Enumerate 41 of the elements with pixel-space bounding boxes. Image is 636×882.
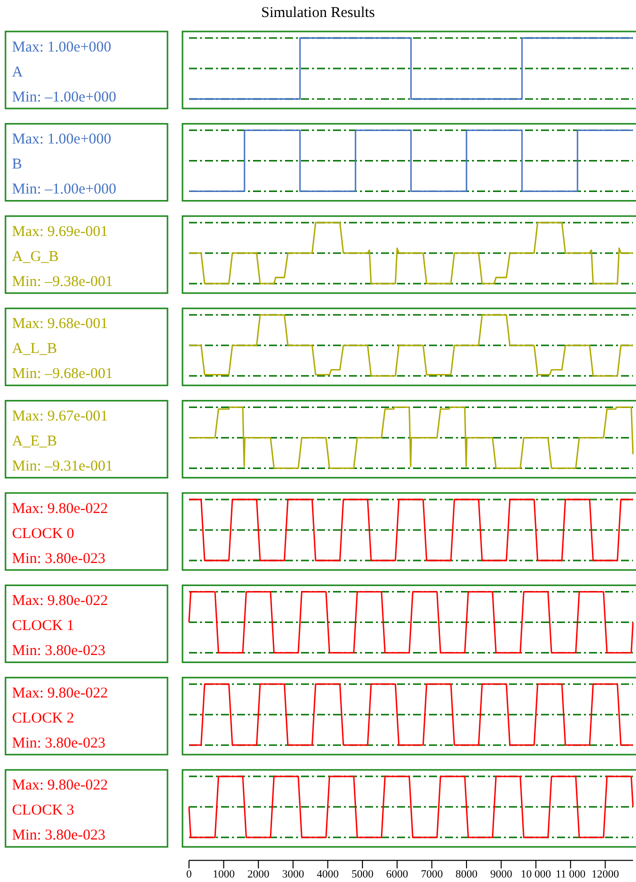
x-tick-label: 5000: [351, 868, 374, 880]
x-tick-label: 2000: [247, 868, 270, 880]
text: Min: 3.80e-023: [12, 735, 106, 752]
y-axis-title: CLOCK 1: [12, 618, 74, 634]
text: Min: –9.38e-001: [12, 274, 113, 290]
text: Max: 1.00e+000: [12, 39, 112, 56]
x-tick-label: 3000: [282, 868, 305, 880]
x-tick-label: 8000: [456, 868, 478, 880]
x-tick-label: 10 000: [520, 868, 552, 880]
text: Min: –9.68e-001: [12, 366, 113, 382]
x-tick-label: 9000: [490, 868, 513, 880]
text: Max: 9.67e-001: [12, 408, 108, 424]
text: Max: 9.80e-022: [12, 685, 108, 702]
text: Max: 1.00e+000: [12, 132, 112, 148]
y-axis-title: A_E_B: [12, 433, 57, 450]
x-tick-label: 1000: [212, 868, 236, 880]
x-tick-label: 12000: [592, 868, 620, 880]
x-tick-label: 7000: [420, 868, 444, 880]
text: Max: 9.80e-022: [12, 500, 108, 517]
text: Max: 9.80e-022: [12, 593, 108, 610]
x-tick-label: 0: [186, 868, 192, 880]
text: Min: 3.80e-023: [12, 550, 106, 567]
y-axis-title: CLOCK 2: [12, 710, 74, 726]
x-tick-label: 4000: [316, 868, 340, 880]
text: Min: –1.00e+000: [12, 182, 116, 198]
y-axis-title: B: [12, 156, 22, 173]
y-axis-title: A: [12, 64, 23, 80]
text: Max: 9.68e-001: [12, 316, 108, 332]
text: Max: 9.69e-001: [12, 224, 108, 240]
x-tick-label: 11 000: [556, 868, 586, 880]
text: Min: –9.31e-001: [12, 458, 113, 474]
y-axis-title: CLOCK 3: [12, 802, 74, 819]
x-tick-label: 6000: [386, 868, 409, 880]
text: Max: 9.80e-022: [12, 778, 108, 794]
y-axis-title: A_G_B: [12, 248, 59, 265]
text: Min: 3.80e-023: [12, 828, 106, 844]
text: Min: –1.00e+000: [12, 89, 116, 106]
y-axis-title: CLOCK 0: [12, 526, 74, 542]
text: Min: 3.80e-023: [12, 643, 106, 660]
chart-title: Simulation Results: [261, 5, 376, 21]
y-axis-title: A_L_B: [12, 341, 57, 358]
